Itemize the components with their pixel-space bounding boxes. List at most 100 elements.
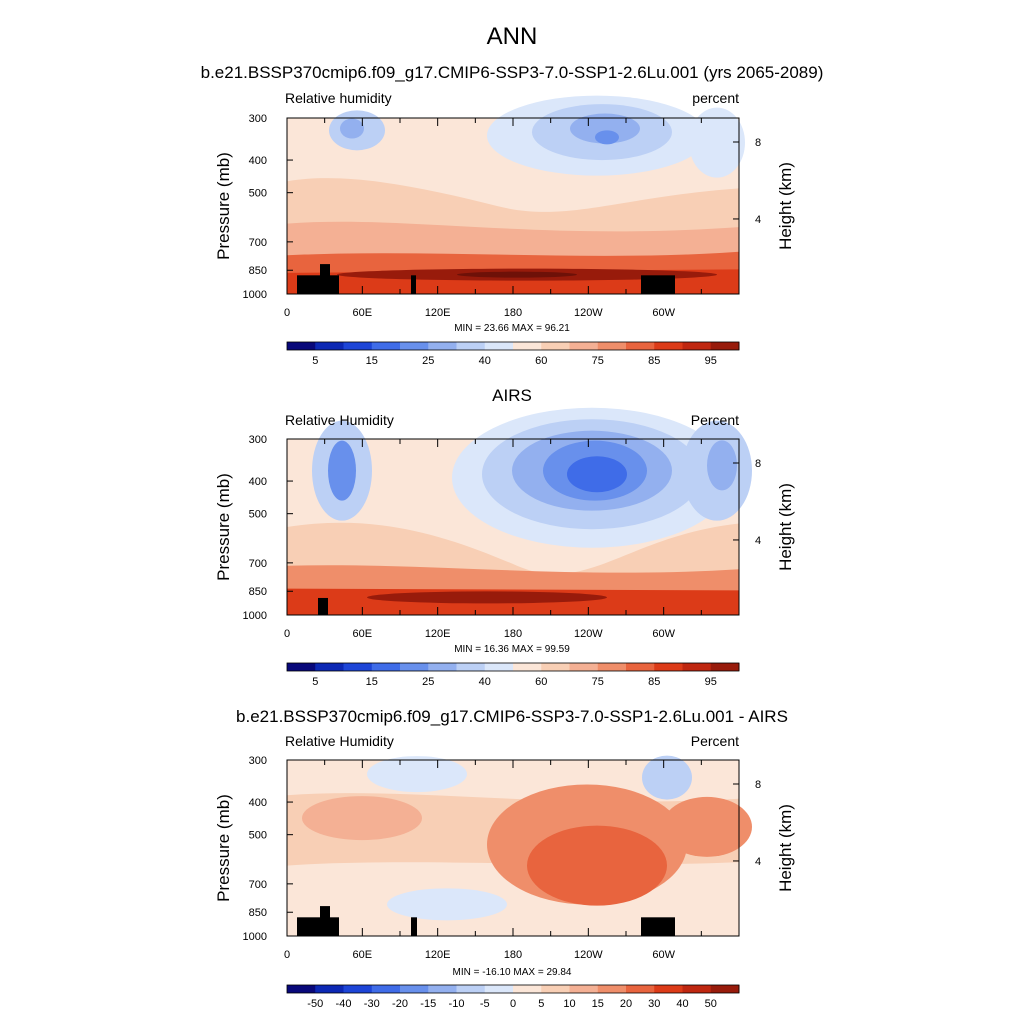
- colorbar-swatch: [371, 985, 401, 993]
- x-tick-label: 0: [284, 307, 290, 319]
- colorbar-label: 5: [538, 998, 544, 1010]
- colorbar-label: 75: [592, 355, 604, 367]
- y-tick-label: 300: [249, 434, 267, 446]
- colorbar-swatch: [597, 663, 627, 671]
- y-tick-label: 300: [249, 755, 267, 767]
- panel-title: b.e21.BSSP370cmip6.f09_g17.CMIP6-SSP3-7.…: [236, 707, 788, 726]
- colorbar-label: 40: [479, 676, 491, 688]
- colorbar-swatch: [371, 663, 401, 671]
- colorbar-label: 20: [620, 998, 632, 1010]
- colorbar-label: 15: [366, 355, 378, 367]
- variable-label: Relative Humidity: [285, 412, 394, 428]
- x-tick-label: 120E: [425, 628, 451, 640]
- colorbar-swatch: [400, 663, 429, 671]
- colorbar-swatch: [287, 985, 316, 993]
- colorbar-label: -5: [480, 998, 490, 1010]
- colorbar-swatch: [456, 342, 486, 350]
- colorbar-swatch: [513, 342, 542, 350]
- y-tick-label: 400: [249, 476, 267, 488]
- colorbar: 5 15 25 40 60 75 85 95: [286, 341, 740, 367]
- min-max-stats: MIN = 16.36 MAX = 99.59: [454, 644, 570, 655]
- colorbar-label: 5: [312, 676, 318, 688]
- x-tick-label: 60E: [353, 628, 373, 640]
- terrain-mask: [641, 917, 675, 936]
- colorbar-frame: [286, 984, 740, 994]
- colorbar-swatch: [287, 342, 316, 350]
- colorbar-swatch: [541, 985, 570, 993]
- x-tick-label: 60W: [652, 307, 675, 319]
- y-axis-label: Pressure (mb): [214, 794, 233, 902]
- y-tick-label: 850: [249, 586, 267, 598]
- colorbar: 5 15 25 40 60 75 85 95: [286, 662, 740, 688]
- y-tick-label: 1000: [243, 610, 267, 622]
- colorbar-swatch: [343, 663, 373, 671]
- colorbar-swatch: [682, 342, 712, 350]
- colorbar-swatch: [428, 985, 457, 993]
- min-max-stats: MIN = -16.10 MAX = 29.84: [453, 967, 572, 978]
- terrain-mask: [318, 597, 328, 615]
- x-tick-label: 120W: [574, 628, 603, 640]
- y2-axis-label: Height (km): [776, 804, 795, 892]
- variable-label: Relative Humidity: [285, 733, 394, 749]
- colorbar-label: 40: [676, 998, 688, 1010]
- colorbar-swatch: [428, 342, 457, 350]
- colorbar: -50 -40 -30 -20 -15 -10 -5 0 5 10 15 20 30 40 50: [286, 984, 740, 1010]
- units-label: percent: [692, 90, 739, 106]
- colorbar-swatch: [541, 342, 570, 350]
- colorbar-label: -50: [307, 998, 323, 1010]
- colorbar-frame: [286, 341, 740, 351]
- colorbar-label: -30: [364, 998, 380, 1010]
- x-tick-label: 120E: [425, 307, 451, 319]
- y2-tick-label: 8: [755, 137, 761, 149]
- y2-tick-label: 4: [755, 214, 761, 226]
- colorbar-swatch: [569, 342, 599, 350]
- colorbar-label: -20: [392, 998, 408, 1010]
- x-tick-label: 120W: [574, 949, 603, 961]
- y-axis-label: Pressure (mb): [214, 152, 233, 260]
- colorbar-swatch: [682, 985, 712, 993]
- colorbar-swatch: [597, 985, 627, 993]
- y-tick-label: 700: [249, 558, 267, 570]
- colorbar-label: -10: [449, 998, 465, 1010]
- plot-field: [287, 407, 752, 615]
- terrain-mask: [641, 275, 675, 294]
- panel-title: b.e21.BSSP370cmip6.f09_g17.CMIP6-SSP3-7.…: [201, 63, 824, 82]
- colorbar-swatch: [682, 663, 712, 671]
- colorbar-swatch: [597, 342, 627, 350]
- plot-field: [287, 95, 745, 294]
- colorbar-label: 5: [312, 355, 318, 367]
- colorbar-label: 95: [705, 676, 717, 688]
- y2-tick-label: 8: [755, 458, 761, 470]
- x-tick-label: 120E: [425, 949, 451, 961]
- colorbar-swatch: [710, 342, 740, 350]
- colorbar-swatch: [315, 663, 344, 671]
- terrain-mask: [411, 917, 417, 936]
- y-tick-label: 500: [249, 830, 267, 842]
- colorbar-label: 15: [592, 998, 604, 1010]
- min-max-stats: MIN = 23.66 MAX = 96.21: [454, 323, 570, 334]
- units-label: Percent: [691, 733, 739, 749]
- x-tick-label: 60E: [353, 307, 373, 319]
- y2-tick-label: 8: [755, 779, 761, 791]
- x-tick-label: 180: [504, 628, 522, 640]
- plot-field: [287, 755, 752, 936]
- colorbar-swatch: [654, 663, 683, 671]
- panel-2: AIRS Relative Humidity Percent Pressure (mb…: [214, 386, 795, 688]
- colorbar-label: 40: [479, 355, 491, 367]
- colorbar-swatch: [371, 342, 401, 350]
- colorbar-swatch: [400, 342, 429, 350]
- units-label: Percent: [691, 412, 739, 428]
- colorbar-swatch: [569, 985, 599, 993]
- y-tick-label: 1000: [243, 289, 267, 301]
- colorbar-label: 0: [510, 998, 516, 1010]
- colorbar-label: -40: [336, 998, 352, 1010]
- colorbar-swatch: [541, 663, 570, 671]
- x-tick-label: 180: [504, 949, 522, 961]
- colorbar-swatch: [654, 985, 683, 993]
- colorbar-swatch: [710, 985, 740, 993]
- colorbar-frame: [286, 662, 740, 672]
- y2-tick-label: 4: [755, 535, 761, 547]
- colorbar-swatch: [315, 985, 344, 993]
- y-tick-label: 700: [249, 237, 267, 249]
